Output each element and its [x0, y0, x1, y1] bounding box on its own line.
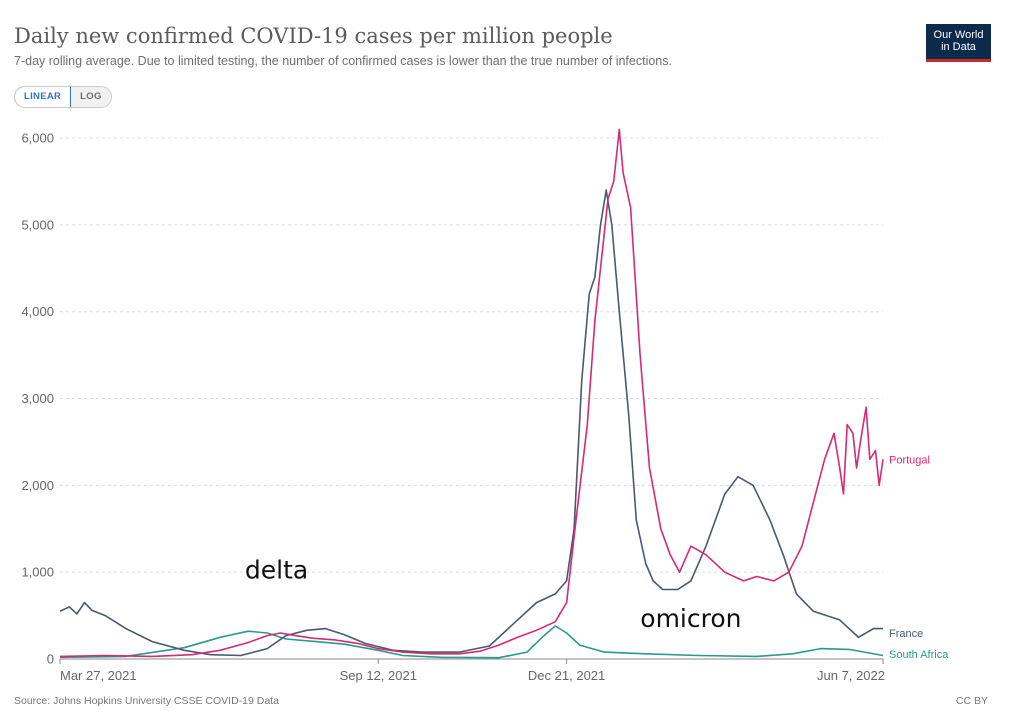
x-tick-label: Mar 27, 2021 — [60, 668, 137, 683]
series-label-south-africa[interactable]: South Africa — [889, 649, 949, 661]
linear-scale-button[interactable]: LINEAR — [14, 87, 72, 107]
license-link[interactable]: CC BY — [955, 695, 988, 707]
y-tick-label: 1,000 — [21, 565, 54, 580]
x-tick-label: Dec 21, 2021 — [528, 668, 605, 683]
series-line-france[interactable] — [59, 189, 883, 657]
x-tick-label: Jun 7, 2022 — [817, 668, 885, 683]
y-tick-label: 2,000 — [21, 478, 54, 493]
annotations: delta omicron — [245, 555, 742, 633]
y-tick-label: 3,000 — [21, 391, 54, 406]
axes: 0 1,000 2,000 3,000 4,000 5,000 6,000 Mar 27, 2… — [21, 131, 885, 683]
annotation-omicron: omicron — [640, 604, 741, 633]
logo-line-1: Our World — [933, 29, 984, 41]
owid-logo[interactable]: Our World in Data — [926, 24, 991, 62]
y-tick-label: 4,000 — [21, 304, 54, 319]
annotation-delta: delta — [245, 555, 308, 584]
chart-subtitle: 7-day rolling average. Due to limited te… — [14, 54, 672, 68]
gridlines — [60, 137, 883, 573]
series-lines — [59, 128, 884, 659]
series-line-portugal[interactable] — [59, 128, 884, 658]
series-end-labels: Portugal France South Africa — [889, 454, 949, 660]
y-tick-label: 5,000 — [21, 217, 54, 232]
series-label-portugal[interactable]: Portugal — [889, 454, 930, 466]
chart-title: Daily new confirmed COVID-19 cases per m… — [14, 24, 613, 48]
series-label-france[interactable]: France — [889, 628, 923, 640]
series-line-south-africa[interactable] — [59, 625, 884, 659]
x-tick-label: Sep 12, 2021 — [340, 668, 417, 683]
scale-toggle: LINEAR LOG — [14, 86, 112, 108]
source-note: Source: Johns Hopkins University CSSE CO… — [14, 695, 279, 707]
logo-line-2: in Data — [941, 41, 976, 53]
y-tick-label: 0 — [47, 652, 54, 667]
y-tick-label: 6,000 — [21, 131, 54, 146]
log-scale-button[interactable]: LOG — [71, 87, 111, 107]
